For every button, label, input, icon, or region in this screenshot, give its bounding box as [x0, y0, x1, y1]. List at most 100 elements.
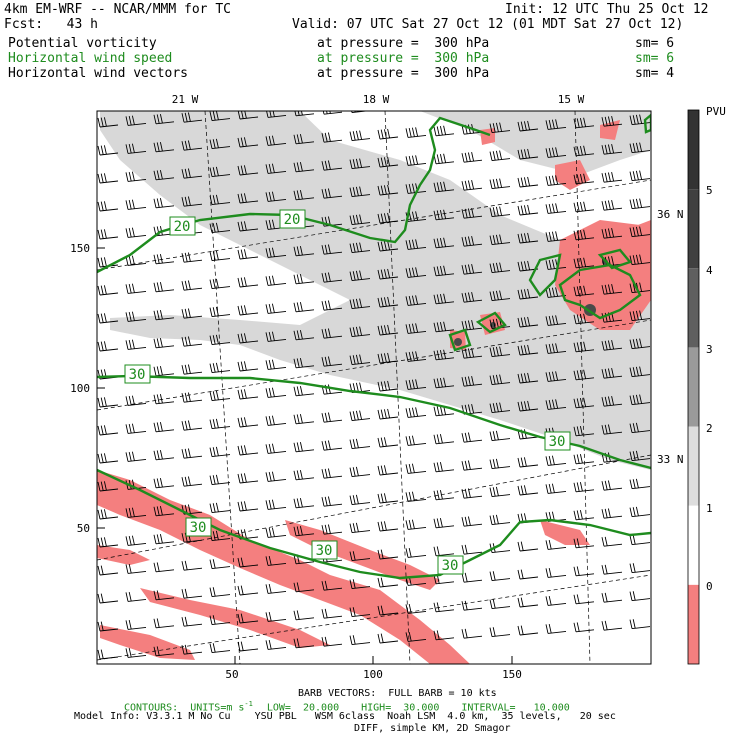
wind-barb [209, 587, 231, 598]
wind-barb [517, 120, 539, 132]
wind-barb [405, 239, 427, 250]
wind-barb [97, 425, 119, 436]
wind-barb [405, 407, 427, 418]
wind-barb [209, 278, 231, 290]
wind-barb [545, 147, 567, 158]
map-field-layer [97, 87, 651, 664]
wind-barb [461, 600, 483, 611]
svg-text:30: 30 [442, 558, 459, 574]
wind-barb [349, 270, 371, 282]
wind-barb [377, 465, 399, 476]
wind-barb [349, 494, 371, 506]
field-pv-name: Potential vorticity [8, 36, 157, 51]
wind-barb [349, 607, 371, 618]
wind-barb [489, 599, 511, 610]
wind-barb [125, 143, 147, 154]
wind-barb [125, 535, 147, 546]
wind-barb [545, 371, 567, 382]
init-time: Init: 12 UTC Thu 25 Oct 12 [505, 2, 709, 17]
wind-barb [461, 152, 483, 163]
wind-barb [209, 474, 231, 486]
wind-barb [351, 111, 371, 114]
contours-units: CONTOURS: UNITS=m s [124, 702, 245, 714]
wind-barb [349, 522, 371, 534]
wind-barb [321, 300, 343, 311]
field-vectors-name: Horizontal wind vectors [8, 66, 189, 81]
wind-barb [601, 452, 623, 463]
wind-barb [153, 366, 175, 377]
wind-barb [153, 254, 175, 265]
wind-barb [265, 219, 287, 230]
colorbar-swatch [688, 426, 699, 506]
wind-barb [209, 334, 231, 346]
colorbar-swatch [688, 584, 699, 664]
lat-label: 36 N [657, 208, 684, 221]
y-tick-label: 100 [70, 382, 90, 395]
wind-barb [518, 93, 538, 103]
wind-barb [293, 498, 315, 509]
contour-labels: 20 20 30 30 30 30 30 [124, 209, 571, 575]
wind-barb [97, 229, 119, 240]
wind-barb [97, 397, 119, 408]
wind-barb [97, 649, 119, 660]
wind-barb [573, 257, 595, 269]
wind-barb [629, 535, 651, 546]
wind-barb [321, 160, 343, 171]
wind-barb [629, 394, 651, 406]
field-speed-sm: sm= 6 [635, 51, 675, 66]
wind-barb [349, 579, 371, 590]
wind-barb [349, 466, 371, 478]
wind-barb [629, 114, 651, 126]
wind-barb [630, 87, 650, 97]
wind-barb [489, 374, 511, 386]
wind-barb [181, 420, 203, 431]
wind-barb [125, 647, 147, 658]
contour-label: 20 [279, 209, 306, 229]
wind-barb [97, 593, 119, 604]
wind-barb [545, 231, 567, 242]
wind-barb [349, 186, 371, 198]
wind-barb [517, 260, 539, 272]
wind-barb [293, 246, 315, 257]
wind-barb [573, 313, 595, 325]
wind-barb [489, 571, 511, 582]
svg-text:30: 30 [316, 543, 333, 559]
wind-barb [489, 402, 511, 414]
wind-barb [545, 175, 567, 186]
wind-barb [461, 180, 483, 191]
wind-barb [489, 430, 511, 442]
wind-barb [405, 295, 427, 306]
wind-barb [265, 331, 287, 342]
wind-barb [209, 222, 231, 234]
wind-barb [265, 639, 287, 650]
wind-barb [517, 232, 539, 244]
wind-barb [237, 641, 259, 652]
wind-barb [489, 458, 511, 470]
wind-barb [321, 496, 343, 507]
contour-label: 30 [185, 517, 212, 537]
wind-barb [601, 228, 623, 239]
wind-barb [377, 549, 399, 560]
wind-barb [349, 635, 371, 646]
wind-barb [405, 267, 427, 278]
wind-barb [405, 491, 427, 502]
wind-barb [377, 156, 399, 168]
wind-barb [489, 234, 511, 246]
contour-label: 30 [124, 364, 151, 384]
wind-barb [125, 115, 147, 126]
wind-barb [237, 585, 259, 596]
wind-barb [377, 212, 399, 224]
wind-barb [321, 384, 343, 395]
x-tick-label: 100 [363, 668, 383, 681]
wind-barb [153, 646, 175, 657]
model-title: 4km EM-WRF -- NCAR/MMM for TC [4, 2, 231, 17]
wind-barb [434, 98, 454, 108]
wind-barb [209, 390, 231, 402]
wind-barb [377, 633, 399, 644]
wind-barb [293, 470, 315, 481]
wind-barb [349, 410, 371, 422]
wind-barb [97, 481, 119, 492]
wind-barb [545, 595, 567, 606]
contour-label: 20 [169, 216, 196, 236]
wind-barb [573, 538, 595, 549]
